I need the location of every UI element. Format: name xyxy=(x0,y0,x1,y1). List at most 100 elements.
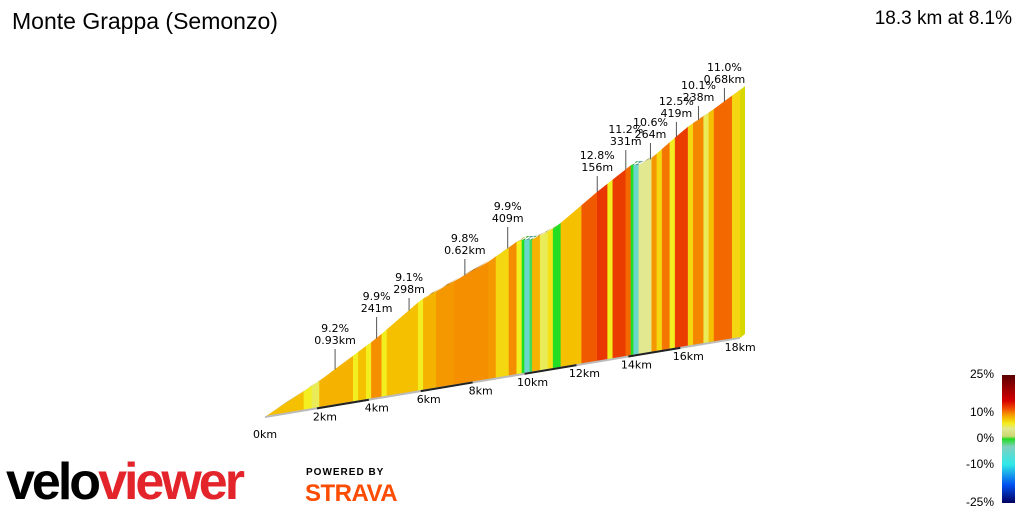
powered-by-label: POWERED BY xyxy=(306,467,385,478)
profile-segment xyxy=(516,239,523,376)
color-scale-tick: 0% xyxy=(976,431,994,445)
base-km-segment xyxy=(420,381,473,393)
profile-segment xyxy=(612,168,627,360)
profile-segment xyxy=(625,164,632,358)
annotation-gradient: 10.6% xyxy=(633,116,668,129)
profile-segment xyxy=(436,280,455,389)
base-km-segment xyxy=(316,398,369,410)
profile-segment xyxy=(703,112,710,345)
profile-segment xyxy=(552,222,562,370)
climb-summary: 18.3 km at 8.1% xyxy=(874,8,1012,29)
profile-segment xyxy=(381,328,388,398)
profile-top-strip xyxy=(436,277,460,292)
annotation-length: 0.93km xyxy=(314,334,356,347)
profile-segment xyxy=(303,385,312,411)
color-scale-tick: 10% xyxy=(969,405,994,420)
annotation-length: 0.62km xyxy=(444,244,486,257)
profile-segment xyxy=(495,247,510,379)
profile-segment xyxy=(687,122,694,347)
annotation-length: 241m xyxy=(361,302,393,315)
profile-segment xyxy=(508,241,518,377)
strava-logo: STRAVA xyxy=(305,480,398,507)
annotation-gradient: 11.0% xyxy=(707,61,742,74)
profile-segment xyxy=(607,179,614,361)
color-scale-tick: 25% xyxy=(969,367,994,381)
annotation-gradient: 9.1% xyxy=(395,271,423,284)
profile-top-strip xyxy=(633,161,644,166)
gradient-color-scale xyxy=(1002,375,1015,503)
annotation-length: 156m xyxy=(581,161,613,174)
profile-segment xyxy=(311,380,320,410)
color-scale-tick: -25% xyxy=(965,495,994,509)
profile-segment xyxy=(423,291,437,391)
x-tick-label: 6km xyxy=(417,393,441,406)
profile-segment xyxy=(454,261,489,386)
veloviewer-logo: veloviewer xyxy=(6,453,245,511)
annotation-gradient: 9.9% xyxy=(363,290,391,303)
profile-segment xyxy=(581,191,598,365)
annotation-gradient: 12.5% xyxy=(659,95,694,108)
profile-segment xyxy=(319,355,354,409)
annotation-length: 331m xyxy=(610,135,642,148)
profile-segment xyxy=(386,302,419,397)
base-km-segment xyxy=(628,346,681,358)
color-scale-tick: -10% xyxy=(965,456,994,471)
x-tick-label: 4km xyxy=(365,402,389,415)
annotation-length: 0.68km xyxy=(704,73,746,86)
profile-segment xyxy=(633,164,640,356)
profile-segment xyxy=(713,95,733,343)
x-tick-label: 12km xyxy=(569,367,600,380)
annotation-gradient: 10.1% xyxy=(681,79,716,92)
profile-segment xyxy=(669,137,676,350)
profile-top-strip xyxy=(532,231,546,240)
profile-segment xyxy=(560,204,582,369)
profile-top-strip xyxy=(524,235,535,241)
profile-segment xyxy=(731,89,741,340)
profile-segment xyxy=(532,235,541,373)
profile-segment xyxy=(371,333,383,400)
base-km-segment xyxy=(524,364,577,375)
profile-top-strip xyxy=(638,154,657,166)
profile-segment xyxy=(661,141,671,352)
x-tick-label: 8km xyxy=(469,384,493,397)
climb-title: Monte Grappa (Semonzo) xyxy=(12,8,278,34)
profile-segment xyxy=(674,126,689,350)
x-tick-label: 10km xyxy=(517,376,548,389)
annotation-length: 264m xyxy=(635,128,667,141)
profile-top-strip xyxy=(703,108,714,117)
x-tick-label: 16km xyxy=(673,350,704,363)
profile-segment xyxy=(417,298,424,392)
profile-segment xyxy=(596,183,608,362)
profile-segment xyxy=(358,345,367,402)
x-tick-label: 18km xyxy=(725,341,756,354)
profile-top-strip xyxy=(521,236,530,241)
annotation-gradient: 9.9% xyxy=(494,200,522,213)
profile-top-strip xyxy=(630,161,639,166)
profile-segment xyxy=(353,351,359,403)
profile-segment xyxy=(487,256,497,381)
annotation-length: 238m xyxy=(683,91,715,104)
profile-segment xyxy=(529,239,533,374)
profile-top-strip xyxy=(529,235,538,240)
annotation-length: 409m xyxy=(492,212,524,225)
profile-top-strip xyxy=(516,236,527,243)
profile-segment xyxy=(524,239,531,375)
profile-top-strip xyxy=(540,227,553,236)
profile-segment xyxy=(521,239,525,375)
annotation-length: 298m xyxy=(393,283,425,296)
profile-top-strip xyxy=(311,377,325,387)
profile-segment xyxy=(638,157,652,356)
x-tick-label: 0km xyxy=(253,428,277,441)
x-tick-label: 2km xyxy=(313,410,337,423)
profile-segment xyxy=(708,108,715,344)
annotation-gradient: 12.8% xyxy=(580,149,615,162)
profile-top-strip xyxy=(423,287,442,299)
annotation-gradient: 9.8% xyxy=(451,232,479,245)
x-tick-label: 14km xyxy=(621,359,652,372)
profile-segment xyxy=(630,165,634,357)
profile-segment xyxy=(365,341,372,401)
profile-segment xyxy=(547,228,554,371)
annotation-length: 419m xyxy=(661,107,693,120)
profile-segment xyxy=(539,231,549,372)
